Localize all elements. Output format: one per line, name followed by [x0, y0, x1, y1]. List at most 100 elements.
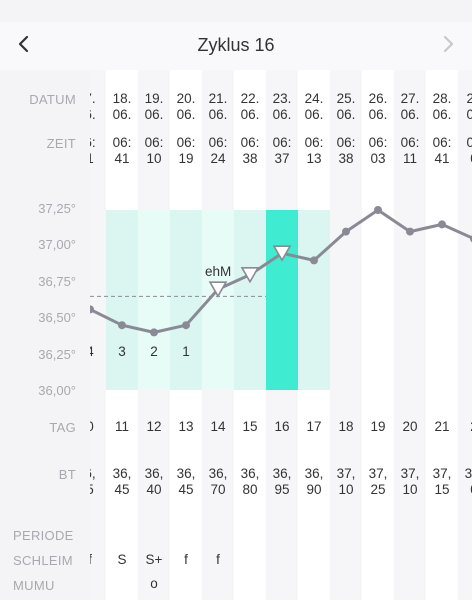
bt-bottom: 10	[402, 482, 418, 497]
day-column[interactable]: 25. 06. 06: 38 18 37, 10	[330, 70, 362, 600]
bt-top: 37,	[432, 466, 452, 481]
bt-top: 6,	[90, 466, 96, 481]
bt-top: 36,	[272, 466, 292, 481]
label-mumu: MUMU	[13, 578, 55, 593]
datum-bottom: 6.	[90, 107, 96, 122]
zeit-top: 06:	[240, 135, 260, 150]
chevron-right-icon[interactable]	[436, 32, 460, 56]
label-zeit: ZEIT	[46, 136, 76, 151]
zeit-top: 06:	[176, 135, 196, 150]
bt-bottom: 70	[210, 482, 226, 497]
datum-bottom: 06.	[368, 107, 388, 122]
datum-top: 21.	[208, 91, 228, 106]
zeit-top: 6:	[90, 135, 96, 150]
tag-value: 12	[146, 419, 162, 434]
bt-top: 36,	[176, 466, 196, 481]
datum-top: 23.	[272, 91, 292, 106]
temperature-point	[342, 227, 350, 236]
zeit-top: 06:	[208, 135, 228, 150]
datum-bottom: 06.	[336, 107, 356, 122]
temperature-point	[90, 305, 94, 314]
label-tag: TAG	[49, 420, 76, 435]
datum-bottom: 06.	[240, 107, 260, 122]
temperature-chart: ehM 4 3 2 1	[90, 206, 472, 390]
bt-top: 36,	[112, 466, 132, 481]
day-column[interactable]: 7.6. 6:1 0 6,5 f	[90, 70, 106, 600]
tag-value: 20	[402, 419, 418, 434]
zeit-bottom: 24	[210, 151, 226, 166]
tag-value: 0	[90, 419, 106, 435]
day-column[interactable]: 28. 06. 06: 41 21 37, 15	[426, 70, 458, 600]
label-bt: BT	[58, 467, 76, 482]
bt-bottom: 15	[434, 482, 450, 497]
chevron-left-icon[interactable]	[12, 32, 36, 56]
row-labels: DATUM ZEIT 37,25° 37,00° 36,75° 36,50° 3…	[0, 70, 90, 600]
zeit-bottom: 11	[402, 151, 417, 166]
temperature-point	[438, 220, 446, 229]
bt-top: 36,	[304, 466, 324, 481]
temperature-point	[182, 321, 190, 330]
page-title: Zyklus 16	[197, 35, 275, 55]
datum-top: 28.	[432, 91, 452, 106]
zeit-top: 06:	[144, 135, 164, 150]
tag-value: 14	[210, 419, 226, 434]
zeit-bottom: 13	[306, 151, 322, 166]
zeit-top: 06:	[336, 135, 356, 150]
temperature-marker-triangle	[208, 281, 228, 298]
y-label: 37,00°	[38, 237, 76, 252]
day-column[interactable]: 2906060237,0	[458, 70, 472, 600]
mumu-value: o	[150, 576, 158, 591]
day-column[interactable]: 26. 06. 06: 03 19 37, 25	[362, 70, 394, 600]
day-column[interactable]: 27. 06. 06: 11 20 37, 10	[394, 70, 426, 600]
zeit-top: 06:	[304, 135, 324, 150]
temperature-point	[150, 328, 158, 337]
tag-value: 17	[306, 419, 322, 434]
zeit-top: 06	[466, 135, 472, 150]
bt-bottom: 80	[242, 482, 258, 497]
count-label: 2	[150, 344, 158, 359]
bt-bottom: 5	[90, 482, 106, 498]
count-label: 4	[90, 344, 94, 359]
tag-value: 16	[274, 419, 290, 434]
bt-bottom: 40	[146, 482, 162, 497]
bt-bottom: 45	[114, 482, 130, 497]
datum-top: 25.	[336, 91, 356, 106]
count-label: 3	[118, 344, 126, 359]
fertile-zone-stripe	[170, 210, 202, 390]
tag-value: 18	[338, 419, 354, 434]
zeit-bottom: 37	[274, 151, 290, 166]
datum-top: 7.	[90, 91, 96, 106]
cycle-grid[interactable]: 7.6.6:106,5f18.06.06:411136,45S19.06.06:…	[90, 70, 472, 600]
y-label: 36,50°	[38, 310, 76, 325]
label-periode: PERIODE	[13, 528, 74, 543]
bt-top: 36,	[208, 466, 228, 481]
label-schleim: SCHLEIM	[13, 553, 73, 568]
datum-bottom: 06.	[432, 107, 452, 122]
temperature-point	[374, 206, 382, 214]
y-label: 37,25°	[38, 201, 76, 216]
tag-value: 21	[434, 419, 450, 434]
zeit-bottom: 03	[370, 151, 386, 166]
datum-top: 18.	[112, 91, 132, 106]
datum-top: 22.	[240, 91, 260, 106]
schleim-value: S	[117, 552, 127, 567]
datum-top: 29	[466, 91, 472, 106]
temperature-point	[310, 256, 318, 265]
datum-bottom: 06.	[144, 107, 164, 122]
bt-top: 36,	[240, 466, 260, 481]
datum-top: 20.	[176, 91, 196, 106]
bt-top: 36,	[144, 466, 164, 481]
zeit-top: 06:	[112, 135, 132, 150]
datum-top: 24.	[304, 91, 324, 106]
tag-value: 13	[178, 419, 194, 434]
schleim-value: f	[216, 552, 220, 567]
zeit-top: 06:	[368, 135, 388, 150]
bt-bottom: 90	[306, 482, 322, 497]
zeit-bottom: 41	[114, 151, 130, 166]
tag-value: 11	[114, 419, 129, 434]
schleim-value: f	[184, 552, 188, 567]
bt-top: 37,	[464, 466, 472, 481]
annotation-label: ehM	[205, 264, 231, 279]
status-bar	[0, 0, 472, 22]
y-label: 36,75°	[38, 274, 76, 289]
